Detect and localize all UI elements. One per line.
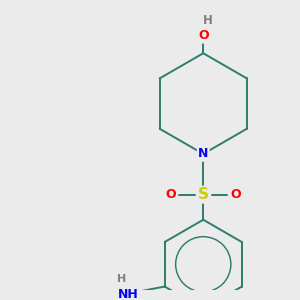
Text: O: O bbox=[198, 29, 208, 42]
Text: S: S bbox=[198, 187, 209, 202]
Text: N: N bbox=[198, 147, 208, 161]
Text: H: H bbox=[118, 274, 127, 284]
Text: O: O bbox=[165, 188, 175, 201]
Text: H: H bbox=[203, 14, 213, 27]
Text: NH: NH bbox=[118, 288, 138, 300]
Text: O: O bbox=[231, 188, 242, 201]
